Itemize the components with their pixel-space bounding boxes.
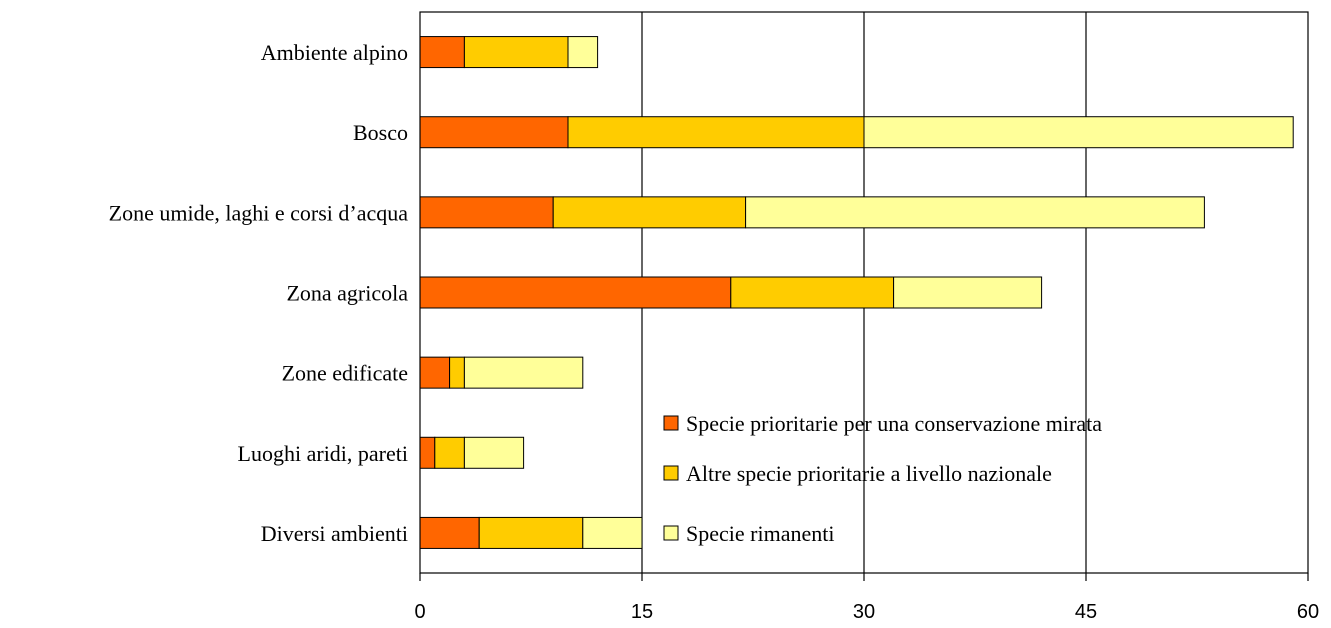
bar-segment xyxy=(463,36,569,69)
bar-segment xyxy=(463,436,525,469)
bar-segment xyxy=(567,116,865,149)
category-label: Zone umide, laghi e corsi d’acqua xyxy=(109,200,409,225)
bar-segment xyxy=(419,436,436,469)
category-labels: Ambiente alpino Bosco Zone umide, laghi e … xyxy=(109,40,409,546)
bar-segment xyxy=(419,116,569,149)
bar-segment xyxy=(745,196,1205,229)
x-tick-label: 45 xyxy=(1075,601,1097,623)
bar-segment xyxy=(449,356,465,389)
legend-label: Specie rimanenti xyxy=(686,521,834,546)
bar-segment xyxy=(419,276,732,309)
legend-label: Altre specie prioritarie a livello nazio… xyxy=(686,461,1052,486)
bar-segment xyxy=(434,436,465,469)
legend-swatch xyxy=(663,525,679,541)
bar-segment xyxy=(893,276,1043,309)
x-tick-label: 0 xyxy=(414,601,425,623)
x-tick-label: 30 xyxy=(853,601,875,623)
bar-segment xyxy=(419,36,465,69)
category-label: Luoghi aridi, pareti xyxy=(238,441,408,466)
category-label: Zona agricola xyxy=(286,281,408,306)
bar-segment xyxy=(863,116,1294,149)
bar-segment xyxy=(552,196,747,229)
legend: Specie prioritarie per una conservazione… xyxy=(663,411,1102,546)
bar-segment xyxy=(567,36,599,69)
category-label: Ambiente alpino xyxy=(261,40,408,65)
bar-segment xyxy=(419,196,554,229)
bar-segment xyxy=(478,516,584,549)
bar-segment xyxy=(419,516,480,549)
legend-swatch xyxy=(663,465,679,481)
bar-segment xyxy=(419,356,451,389)
x-axis: 0 15 30 45 60 xyxy=(414,573,1319,623)
category-label: Zone edificate xyxy=(282,361,408,386)
x-tick-label: 60 xyxy=(1297,601,1319,623)
bar-segment xyxy=(730,276,895,309)
legend-swatch xyxy=(663,415,679,431)
x-tick-label: 15 xyxy=(631,601,653,623)
legend-label: Specie prioritarie per una conservazione… xyxy=(686,411,1102,436)
bar-segment xyxy=(463,356,584,389)
category-label: Diversi ambienti xyxy=(261,521,408,546)
bar-segment xyxy=(582,516,643,549)
bars xyxy=(419,36,1294,549)
category-label: Bosco xyxy=(353,120,408,145)
